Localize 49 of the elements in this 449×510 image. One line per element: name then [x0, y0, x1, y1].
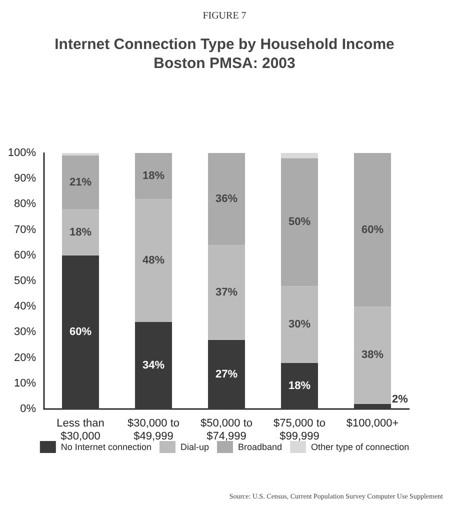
x-tick-label: $100,000+	[346, 418, 399, 430]
bar	[135, 199, 172, 322]
legend-label: Dial-up	[180, 442, 209, 452]
bar	[62, 156, 99, 210]
y-tick-label: 50%	[14, 275, 36, 287]
bar	[354, 153, 391, 307]
bar	[208, 245, 245, 340]
data-label: 27%	[215, 368, 238, 380]
bar	[281, 158, 318, 286]
chart-title: Internet Connection Type by Household Income Boston PMSA: 2003	[54, 36, 394, 72]
data-label: 18%	[69, 226, 92, 238]
legend-label: Broadband	[238, 442, 282, 452]
data-label: 21%	[69, 176, 92, 188]
bar	[208, 153, 245, 246]
y-tick-label: 60%	[14, 249, 36, 262]
y-tick-label: 0%	[20, 403, 36, 415]
data-label: 60%	[361, 224, 384, 236]
legend-label: Other type of connection	[311, 442, 410, 452]
y-tick-label: 20%	[14, 352, 36, 364]
x-tick-label: $30,000 to $49,999	[128, 418, 180, 442]
data-label: 18%	[142, 170, 165, 182]
chart-subtitle: FIGURE 7	[202, 10, 246, 22]
y-tick-label: 80%	[14, 198, 36, 210]
bar	[281, 153, 318, 158]
data-label: 50%	[288, 216, 311, 228]
y-tick-label: 100%	[8, 147, 36, 159]
bar	[354, 306, 391, 404]
data-label: 48%	[142, 254, 165, 267]
data-label: 30%	[288, 318, 311, 331]
data-label: 36%	[215, 193, 238, 206]
y-tick-label: 90%	[14, 172, 36, 185]
data-label: 37%	[215, 286, 238, 299]
x-tick-label: $50,000 to $74,999	[200, 418, 252, 442]
bar	[281, 286, 318, 363]
bar	[62, 153, 99, 156]
bar	[135, 153, 172, 200]
data-label: 60%	[69, 326, 92, 338]
legend-label: No Internet connection	[60, 442, 152, 452]
data-label: 18%	[288, 380, 311, 392]
y-tick-label: 70%	[14, 224, 36, 236]
x-tick-label: Less than $30,000	[56, 418, 104, 442]
y-tick-label: 10%	[14, 377, 36, 390]
x-tick-label: $75,000 to $99,999	[274, 418, 326, 442]
data-label: 34%	[142, 359, 165, 372]
y-tick-label: 40%	[14, 300, 36, 313]
data-label: 38%	[361, 349, 384, 362]
data-label: 2%	[392, 393, 408, 406]
bar	[62, 209, 99, 256]
y-tick-label: 30%	[14, 326, 36, 338]
